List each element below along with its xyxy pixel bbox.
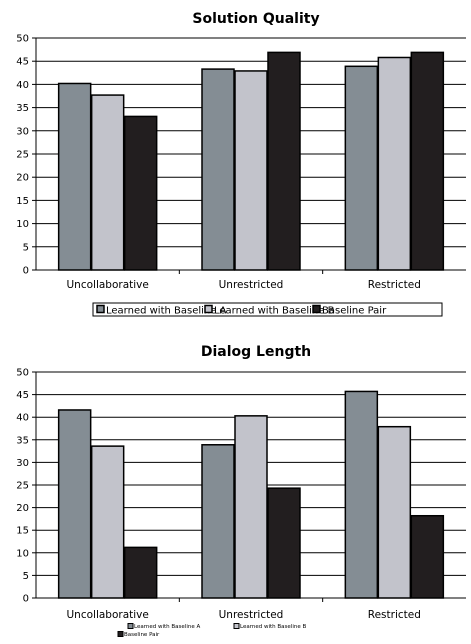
dialog-length-ytick-label: 25 (16, 481, 29, 492)
solution-quality-bar (410, 51, 445, 271)
solution-quality-legend-label: Learned with Baseline A (106, 306, 227, 317)
dialog-length-ytick-label: 45 (16, 390, 29, 401)
dialog-length-title: Dialog Length (201, 344, 311, 360)
solution-quality-category-label: Uncollaborative (66, 279, 148, 291)
dialog-length-legend-swatch (117, 631, 124, 637)
solution-quality-ytick-label: 35 (16, 103, 29, 114)
solution-quality-ytick-label: 20 (16, 173, 29, 184)
solution-quality-legend-box (92, 302, 443, 317)
dialog-length-bar (344, 390, 379, 599)
dialog-length-category-label: Restricted (368, 609, 421, 621)
solution-quality-legend-swatch (312, 304, 321, 314)
dialog-length-chart: Dialog Length 0 5 10 15 20 25 30 35 40 45 50 Uncolla… (16, 344, 466, 638)
dialog-length-bar (377, 425, 412, 599)
solution-quality-legend-label: Learned with Baseline B (214, 306, 335, 317)
solution-quality-legend-swatch (204, 304, 213, 314)
solution-quality-legend-swatch (96, 304, 105, 314)
solution-quality-title: Solution Quality (192, 11, 319, 27)
solution-quality-ytick-label: 40 (16, 80, 29, 91)
dialog-length-ytick-label: 40 (16, 413, 29, 424)
solution-quality-bar (57, 82, 92, 271)
solution-quality-chart: Solution Quality 0 5 10 15 20 25 30 35 40 45 50 Unco… (16, 11, 466, 317)
solution-quality-ytick-label: 0 (23, 266, 29, 277)
dialog-length-bar (57, 409, 92, 599)
dialog-length-ytick-label: 20 (16, 503, 29, 514)
dialog-length-bar (410, 514, 445, 599)
solution-quality-bar (90, 94, 125, 271)
dialog-length-bar (201, 444, 235, 599)
solution-quality-bar (201, 68, 235, 271)
solution-quality-ytick-label: 10 (16, 219, 29, 230)
solution-quality-category-label: Unrestricted (219, 279, 284, 291)
dialog-length-legend: Learned with Baseline A Learned with Base… (117, 623, 306, 638)
dialog-length-legend-label: Learned with Baseline B (240, 624, 306, 630)
solution-quality-bar (377, 56, 412, 271)
dialog-length-ytick-label: 5 (23, 571, 29, 582)
dialog-length-ytick-label: 50 (16, 368, 29, 379)
dialog-length-bar (90, 445, 125, 599)
dialog-length-legend-label: Baseline Pair (124, 632, 160, 638)
solution-quality-ytick-label: 45 (16, 57, 29, 68)
dialog-length-ytick-label: 30 (16, 458, 29, 469)
solution-quality-bar (344, 65, 379, 271)
dialog-length-bar (267, 487, 301, 599)
solution-quality-bar (234, 70, 268, 271)
dialog-length-category-label: Unrestricted (219, 609, 284, 621)
dialog-length-bar (123, 546, 158, 599)
dialog-length-bar (234, 415, 268, 599)
solution-quality-ytick-label: 30 (16, 126, 29, 137)
dialog-length-category-label: Uncollaborative (66, 609, 148, 621)
solution-quality-ytick-label: 15 (16, 196, 29, 207)
dialog-length-legend-label: Learned with Baseline A (134, 624, 200, 630)
dialog-length-ytick-label: 0 (23, 594, 29, 605)
solution-quality-ytick-label: 50 (16, 34, 29, 45)
dialog-length-ytick-label: 15 (16, 526, 29, 537)
dialog-length-legend-swatch (127, 623, 134, 629)
solution-quality-bar (267, 51, 301, 271)
solution-quality-legend-label: Baseline Pair (322, 306, 387, 317)
dialog-length-legend-swatch (233, 623, 240, 629)
solution-quality-category-label: Restricted (368, 279, 421, 291)
dialog-length-ytick-label: 35 (16, 435, 29, 446)
solution-quality-bar (123, 115, 158, 271)
solution-quality-ytick-label: 5 (23, 242, 29, 253)
solution-quality-ytick-label: 25 (16, 150, 29, 161)
dialog-length-ytick-label: 10 (16, 548, 29, 559)
